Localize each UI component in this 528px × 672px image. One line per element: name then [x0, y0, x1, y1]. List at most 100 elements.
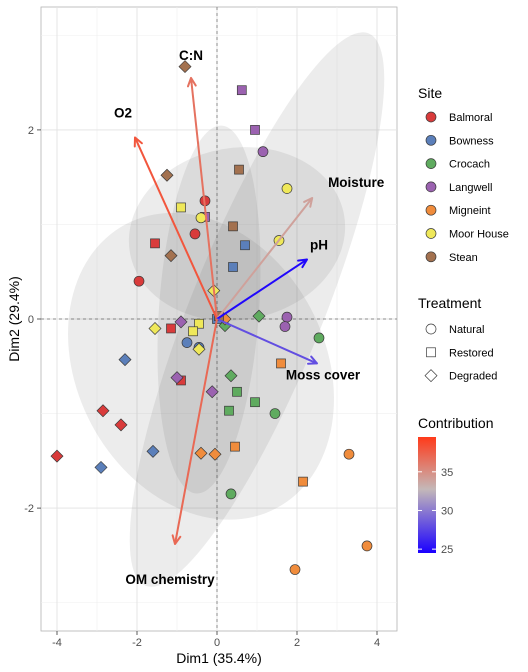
- point-stean-restored: [228, 221, 238, 232]
- point-migneint-natural: [343, 448, 355, 460]
- point-bowness-degraded: [146, 444, 160, 458]
- arrowhead-o2: [133, 136, 143, 148]
- site-legend-key-stean: [425, 251, 437, 263]
- point-moor-house-degraded: [148, 321, 162, 335]
- variable-label-ph: pH: [310, 237, 328, 252]
- point-balmoral-natural: [189, 228, 201, 240]
- contribution-tick-label: 30: [441, 505, 453, 517]
- x-tick-label: -2: [132, 637, 142, 649]
- confidence-ellipse-4: [157, 125, 261, 494]
- point-stean-degraded: [164, 249, 178, 263]
- variable-label-c-n: C:N: [179, 48, 203, 63]
- point-crocach-natural: [269, 408, 281, 419]
- x-tick-label: 4: [374, 637, 380, 649]
- point-crocach-degraded: [252, 309, 266, 323]
- point-moor-house-restored: [188, 326, 198, 337]
- point-langwell-degraded: [174, 315, 188, 329]
- x-axis-title: Dim1 (35.4%): [176, 650, 262, 666]
- site-legend-key-langwell: [425, 181, 437, 193]
- point-migneint-restored: [230, 441, 240, 452]
- site-legend-key-crocach: [425, 158, 437, 169]
- site-legend-label-migneint: Migneint: [449, 205, 491, 217]
- confidence-ellipse-1: [68, 212, 334, 520]
- treatment-legend: Treatment Natural Restored Degraded: [418, 295, 497, 383]
- site-legend-label-stean: Stean: [449, 252, 478, 264]
- point-moor-house-natural: [195, 212, 207, 224]
- site-legend-key-moor-house: [425, 228, 437, 239]
- treatment-legend-items: Natural Restored Degraded: [424, 323, 497, 383]
- arrowhead-om-chemistry: [171, 534, 182, 546]
- arrow-o2: [134, 137, 218, 320]
- contribution-tick-label: 35: [441, 467, 453, 479]
- point-bowness-restored: [240, 240, 250, 251]
- arrowhead-moisture: [303, 196, 314, 208]
- site-legend-label-langwell: Langwell: [449, 182, 492, 194]
- site-legend-key-bowness: [425, 134, 437, 146]
- point-langwell-natural: [281, 311, 293, 323]
- contribution-colorbar-ticks: 25 30 35: [418, 467, 453, 556]
- point-crocach-natural: [225, 488, 237, 500]
- point-langwell-restored: [250, 125, 260, 135]
- site-legend-label-crocach: Crocach: [449, 159, 490, 171]
- treatment-legend-key-restored: [426, 347, 436, 358]
- point-langwell-restored: [236, 85, 247, 96]
- treatment-legend-key-degraded: [424, 369, 438, 383]
- contribution-tick-label: 25: [441, 544, 453, 556]
- point-migneint-restored: [298, 476, 308, 487]
- variable-label-moss-cover: Moss cover: [286, 367, 361, 382]
- x-tick-label: 0: [214, 637, 220, 649]
- variable-label-moisture: Moisture: [328, 175, 385, 190]
- point-balmoral-degraded: [96, 404, 110, 418]
- point-langwell-degraded: [205, 385, 219, 399]
- site-legend-label-balmoral: Balmoral: [449, 112, 492, 124]
- point-migneint-natural: [361, 540, 373, 552]
- point-moor-house-degraded: [192, 342, 206, 356]
- point-langwell-natural: [257, 146, 269, 158]
- arrowhead-moss-cover: [307, 355, 318, 365]
- point-bowness-natural: [181, 337, 193, 348]
- point-migneint-natural: [289, 564, 301, 575]
- site-legend-title: Site: [418, 85, 442, 101]
- point-crocach-natural: [313, 332, 325, 344]
- site-legend-key-migneint: [425, 204, 437, 216]
- point-stean-restored: [234, 164, 244, 175]
- treatment-legend-label-degraded: Degraded: [449, 371, 497, 383]
- contribution-legend: Contribution 25 30 35: [418, 415, 494, 556]
- x-tick-label: -4: [52, 637, 62, 649]
- point-migneint-restored: [276, 358, 286, 369]
- point-moor-house-natural: [281, 183, 293, 194]
- point-stean-degraded: [178, 60, 192, 74]
- point-balmoral-degraded: [114, 418, 128, 432]
- variable-arrows: [133, 76, 318, 546]
- arrowhead-ph: [297, 258, 308, 269]
- point-crocach-restored: [224, 405, 234, 416]
- x-tick-label: 2: [294, 637, 300, 649]
- point-bowness-restored: [228, 262, 238, 272]
- axis-ticks: -4 -2 0 2 4 -2 0 2: [24, 125, 380, 649]
- arrow-c-n: [190, 77, 218, 320]
- contribution-colorbar: [418, 437, 436, 553]
- variable-label-om-chemistry: OM chemistry: [125, 572, 215, 587]
- arrow-ph: [216, 258, 308, 320]
- site-legend-items: Balmoral Bowness Crocach Langwell Migneint Mo…: [425, 111, 509, 264]
- treatment-legend-label-natural: Natural: [449, 324, 484, 336]
- site-legend-label-moor-house: Moor House: [449, 229, 509, 241]
- point-crocach-degraded: [224, 369, 238, 383]
- treatment-legend-key-natural: [425, 323, 437, 335]
- treatment-legend-title: Treatment: [418, 295, 481, 311]
- point-bowness-degraded: [94, 460, 108, 474]
- point-balmoral-degraded: [50, 449, 64, 463]
- variable-label-o2: O2: [114, 105, 132, 120]
- point-balmoral-restored: [150, 238, 160, 249]
- point-balmoral-natural: [133, 275, 145, 287]
- site-legend: Site Balmoral Bowness Crocach Langwell Migne…: [418, 85, 509, 264]
- point-langwell-degraded: [170, 371, 184, 385]
- y-tick-label: 0: [28, 314, 34, 326]
- y-tick-label: 2: [28, 125, 34, 137]
- y-axis-title: Dim2 (29.4%): [6, 276, 22, 362]
- arrowhead-c-n: [186, 76, 197, 88]
- point-stean-degraded: [160, 168, 174, 182]
- data-points: [50, 60, 373, 575]
- point-bowness-degraded: [118, 353, 132, 367]
